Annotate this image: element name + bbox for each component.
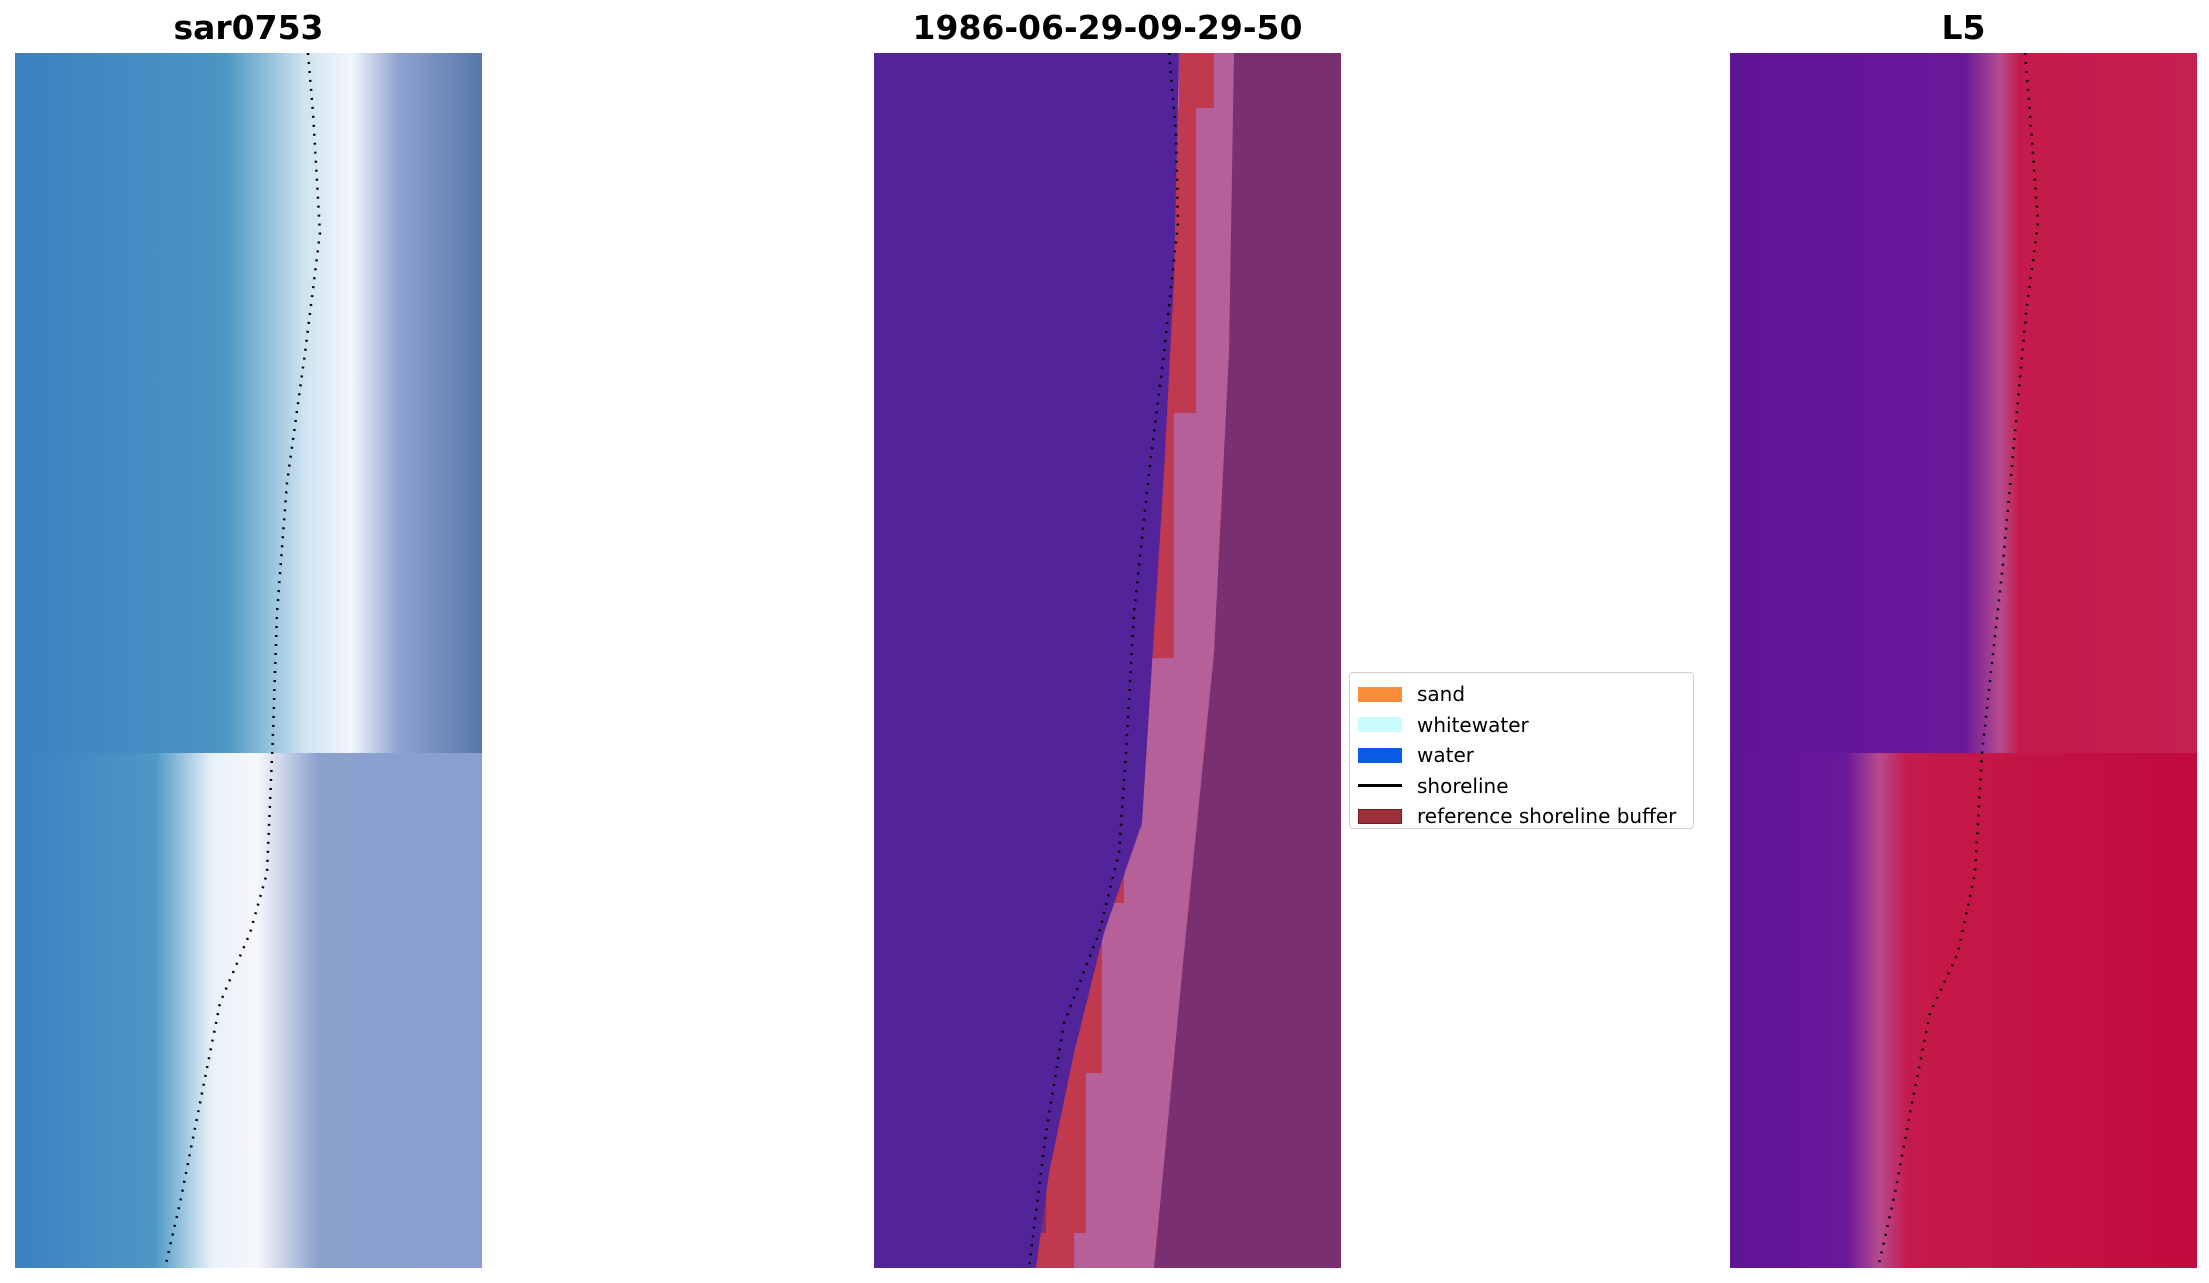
water-swatch (1358, 747, 1402, 763)
water-class-area (874, 53, 1179, 1268)
legend-label: shoreline (1417, 773, 1509, 798)
sand-swatch (1358, 686, 1402, 702)
whitewater-swatch (1358, 717, 1402, 733)
shoreline-line (163, 53, 322, 1268)
legend-label: whitewater (1417, 712, 1529, 737)
buffer-swatch (1358, 808, 1402, 824)
shoreline-line (1027, 53, 1180, 1268)
legend-item-shoreline: shoreline (1358, 771, 1685, 802)
legend-label: sand (1417, 682, 1466, 707)
legend: sand whitewater water shoreline referenc… (1349, 672, 1694, 829)
legend-item-whitewater: whitewater (1358, 710, 1685, 741)
shoreline-line (1876, 53, 2040, 1268)
legend-item-water: water (1358, 740, 1685, 771)
shoreline-swatch (1358, 784, 1402, 788)
legend-item-sand: sand (1358, 679, 1685, 710)
panel-title-date: 1986-06-29-09-29-50 (912, 8, 1303, 47)
panel-title-l5: L5 (1941, 8, 1986, 47)
classified-image (874, 53, 1341, 1268)
panel-title-rgb: sar0753 (173, 8, 324, 47)
legend-label: reference shoreline buffer (1417, 804, 1677, 829)
legend-label: water (1417, 743, 1474, 768)
index-image (1730, 53, 2197, 1268)
legend-item-reference-buffer: reference shoreline buffer (1358, 801, 1685, 832)
rgb-image (15, 53, 482, 1268)
